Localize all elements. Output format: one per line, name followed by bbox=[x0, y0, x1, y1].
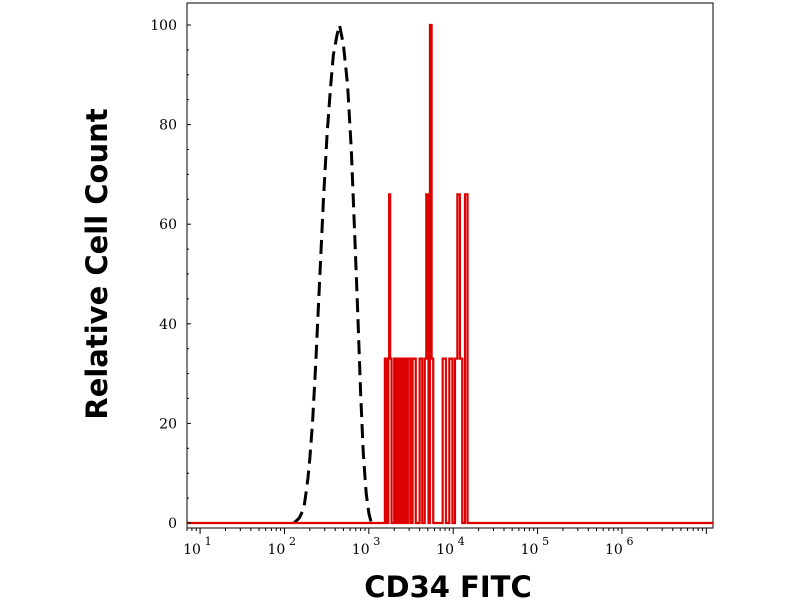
plot-frame bbox=[186, 2, 714, 529]
x-tick-label: 10 bbox=[436, 542, 454, 558]
x-tick-exponent: 2 bbox=[289, 535, 296, 548]
plot-area bbox=[186, 2, 714, 529]
x-tick-label: 10 bbox=[268, 542, 286, 558]
x-axis-title: CD34 FITC bbox=[364, 570, 531, 600]
y-tick-label: 80 bbox=[159, 118, 177, 134]
y-axis: 0 20 40 60 80 100 bbox=[150, 18, 191, 532]
y-tick-label: 0 bbox=[168, 516, 177, 532]
x-tick-label: 10 bbox=[605, 542, 623, 558]
y-tick-label: 20 bbox=[159, 416, 177, 432]
y-tick-label: 40 bbox=[159, 317, 177, 333]
x-tick-label: 10 bbox=[521, 542, 539, 558]
control-histogram-line bbox=[293, 24, 373, 525]
x-tick-exponent: 4 bbox=[458, 535, 465, 548]
x-tick-exponent: 6 bbox=[626, 535, 633, 548]
x-tick-exponent: 3 bbox=[373, 535, 380, 548]
x-tick-exponent: 5 bbox=[542, 535, 549, 548]
y-tick-label: 100 bbox=[150, 18, 177, 34]
series-layer bbox=[187, 23, 713, 525]
y-axis-title: Relative Cell Count bbox=[80, 108, 114, 419]
x-tick-exponent: 1 bbox=[205, 535, 212, 548]
stained-histogram-line bbox=[187, 23, 713, 525]
x-tick-label: 10 bbox=[183, 542, 201, 558]
x-tick-label: 10 bbox=[352, 542, 370, 558]
y-tick-label: 60 bbox=[159, 217, 177, 233]
